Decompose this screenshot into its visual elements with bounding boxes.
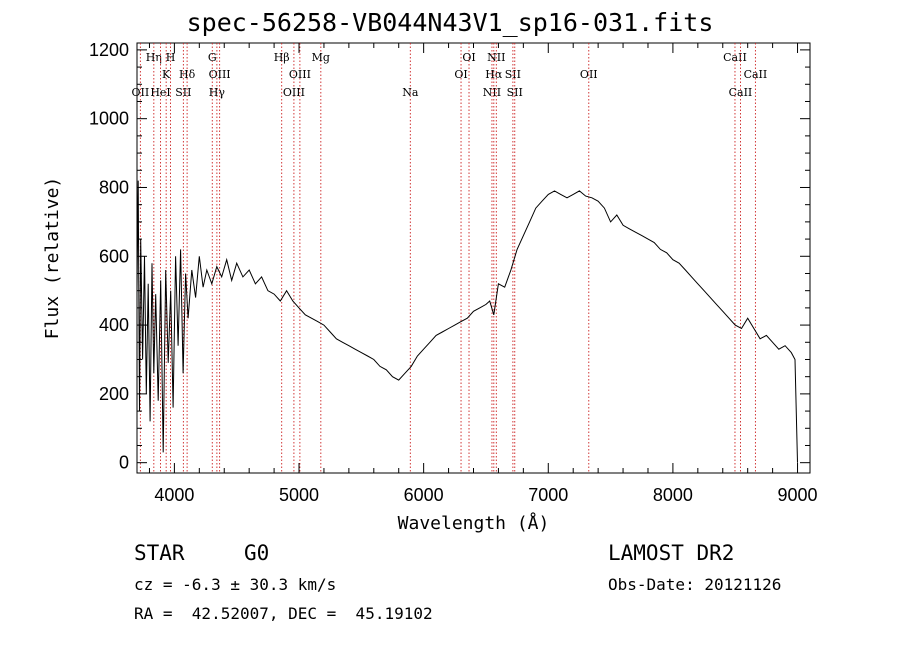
line-label: OI <box>454 68 467 81</box>
obs-date: Obs-Date: 20121126 <box>608 575 782 594</box>
line-label: Hη <box>146 51 162 64</box>
plot-frame <box>136 42 811 474</box>
line-label: Mg <box>312 51 330 64</box>
y-tick-label: 1000 <box>89 109 129 129</box>
line-label: SII <box>175 86 191 99</box>
star-class: STAR <box>134 541 185 565</box>
line-label: NII <box>483 86 501 99</box>
line-label: Hγ <box>209 86 226 99</box>
y-tick-label: 400 <box>99 315 129 335</box>
line-label: SII <box>505 68 521 81</box>
line-label: HeI <box>150 86 170 99</box>
line-label: G <box>208 51 217 64</box>
line-label: Hβ <box>274 51 290 64</box>
line-label: Na <box>402 86 419 99</box>
y-tick-label: 0 <box>119 453 129 473</box>
y-tick-label: 200 <box>99 384 129 404</box>
ra-dec-coordinates: RA = 42.52007, DEC = 45.19102 <box>134 604 433 623</box>
line-label: CaII <box>723 51 747 64</box>
line-label: Hδ <box>179 68 196 81</box>
line-label: OIII <box>289 68 311 81</box>
line-label: Hα <box>485 68 503 81</box>
line-label: OIII <box>209 68 231 81</box>
line-label: SII <box>507 86 523 99</box>
x-tick-label: 9000 <box>778 485 818 505</box>
redshift-cz: cz = -6.3 ± 30.3 km/s <box>134 575 337 594</box>
line-label: OII <box>580 68 598 81</box>
y-tick-label: 600 <box>99 246 129 266</box>
line-label: H <box>166 51 176 64</box>
spectrum-series-line <box>136 180 798 463</box>
x-tick-label: 4000 <box>154 485 194 505</box>
x-axis-label: Wavelength (Å) <box>398 512 550 534</box>
y-axis-label: Flux (relative) <box>42 177 63 340</box>
x-tick-label: 5000 <box>279 485 319 505</box>
line-label: CaII <box>744 68 768 81</box>
x-tick-label: 6000 <box>404 485 444 505</box>
line-label: OI <box>462 51 475 64</box>
line-label: K <box>162 68 171 81</box>
star-subclass: G0 <box>244 541 270 565</box>
y-tick-label: 800 <box>99 177 129 197</box>
line-label: OIII <box>283 86 305 99</box>
y-tick-label: 1200 <box>89 40 129 60</box>
survey-name: LAMOST DR2 <box>608 541 735 565</box>
x-tick-label: 8000 <box>653 485 693 505</box>
plot-title: spec-56258-VB044N43V1_sp16-031.fits <box>186 8 714 37</box>
line-label: CaII <box>729 86 753 99</box>
line-label: OII <box>132 86 150 99</box>
line-label: NII <box>487 51 505 64</box>
x-tick-label: 7000 <box>528 485 568 505</box>
